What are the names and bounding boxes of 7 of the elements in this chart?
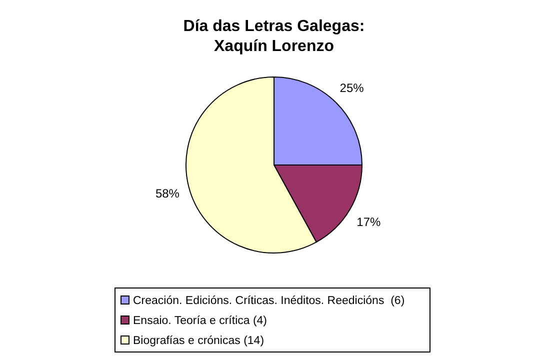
data-label: 25% — [340, 81, 364, 96]
legend-label: Biografías e crónicas (14) — [133, 335, 264, 347]
legend-label: Ensaio. Teoría e crítica (4) — [133, 315, 268, 327]
chart-title: Día das Letras Galegas: Xaquín Lorenzo — [183, 18, 365, 55]
data-label: 17% — [356, 214, 382, 229]
legend-label: Creación. Edicións. Críticas. Inéditos. Reedicións (6) — [133, 295, 405, 307]
data-label: 58% — [155, 186, 180, 200]
